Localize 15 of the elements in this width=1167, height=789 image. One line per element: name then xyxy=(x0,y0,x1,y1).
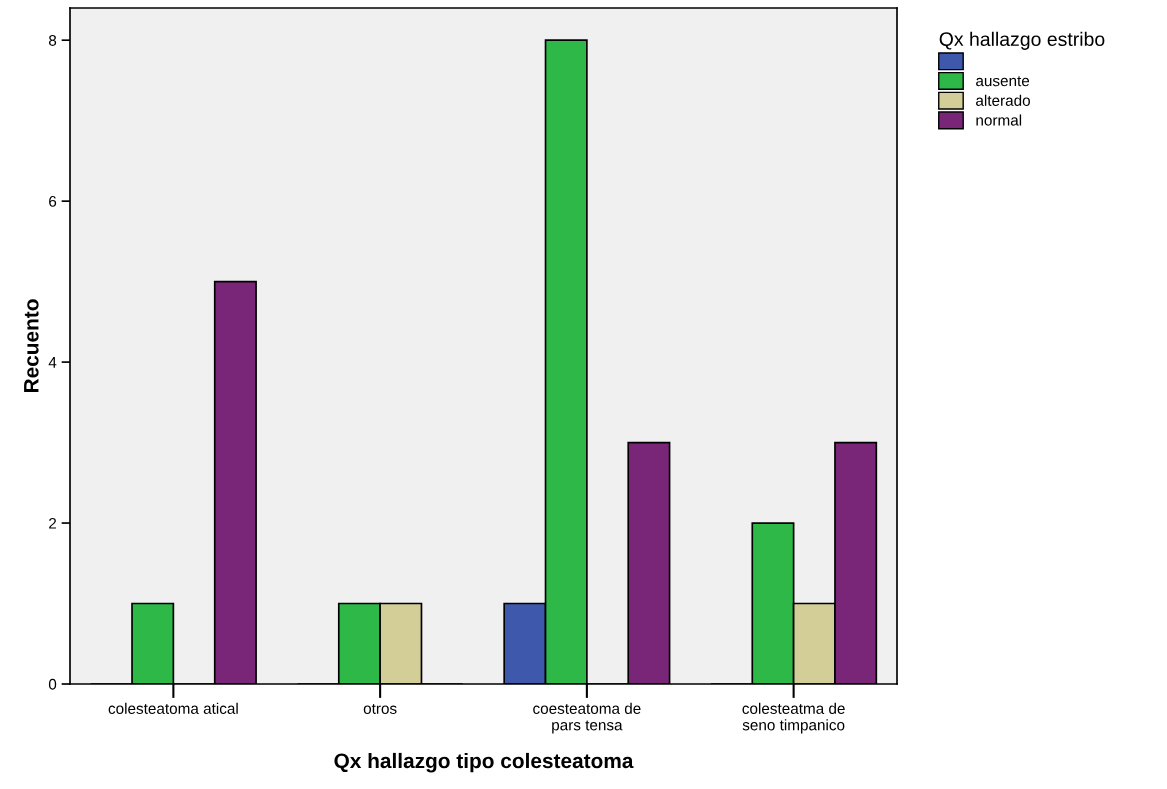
y-tick-label: 0 xyxy=(48,678,57,690)
y-tick-label: 6 xyxy=(49,196,57,207)
legend-label: alterado xyxy=(976,94,1030,106)
x-axis-title: Qx hallazgo tipo colesteatoma xyxy=(334,752,634,773)
x-tick-label: coesteatoma de pars tensa xyxy=(533,702,641,734)
x-tick-label: otros xyxy=(363,703,397,714)
x-tick-label: colesteatoma atical xyxy=(108,702,238,714)
y-tick-label: 2 xyxy=(49,517,57,529)
y-axis-title: Recuento xyxy=(24,299,39,393)
legend-label: ausente xyxy=(976,76,1030,87)
legend-title: Qx hallazgo estribo xyxy=(939,31,1105,50)
y-tick-label: 8 xyxy=(48,35,57,46)
legend-label: normal xyxy=(976,114,1022,126)
y-tick-label: 4 xyxy=(48,357,57,368)
x-tick-label: colesteatma de seno timpanico xyxy=(742,702,845,734)
